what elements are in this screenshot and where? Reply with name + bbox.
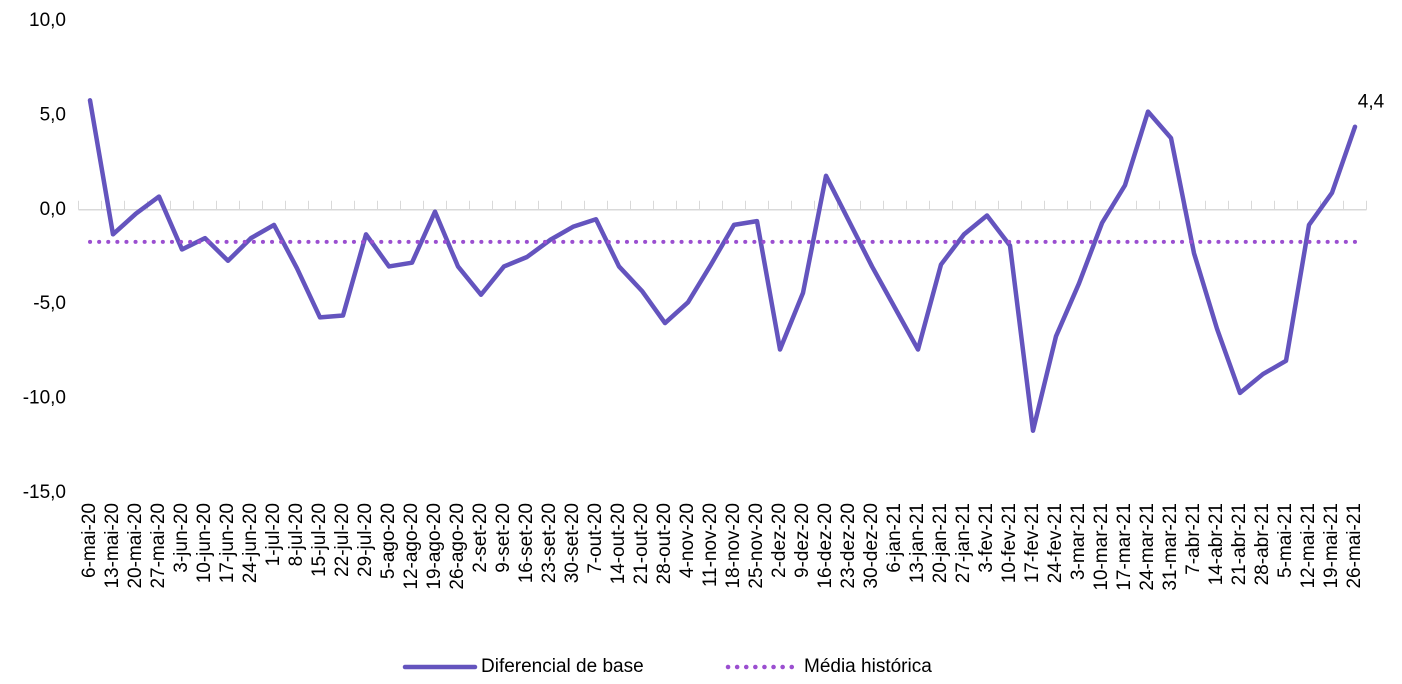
- x-tick-label: 10-fev-21: [999, 503, 1020, 583]
- x-tick-label: 29-jul-20: [355, 503, 376, 577]
- x-tick-label: 7-out-20: [585, 503, 606, 574]
- x-tick-label: 1-jul-20: [263, 503, 284, 566]
- x-tick-label: 21-out-20: [631, 503, 652, 584]
- x-tick-label: 26-ago-20: [447, 503, 468, 590]
- x-tick-label: 24-mar-21: [1137, 503, 1158, 591]
- x-tick-label: 13-jan-21: [907, 503, 928, 583]
- x-tick-label: 2-set-20: [470, 503, 491, 573]
- x-tick-label: 16-dez-20: [815, 503, 836, 589]
- x-tick-label: 24-fev-21: [1045, 503, 1066, 583]
- x-tick-label: 21-abr-21: [1229, 503, 1250, 585]
- x-tick-label: 10-jun-20: [194, 503, 215, 583]
- x-tick-label: 20-mai-20: [125, 503, 146, 589]
- x-tick-label: 26-mai-21: [1344, 503, 1365, 589]
- x-tick-label: 25-nov-20: [746, 503, 767, 589]
- x-tick-label: 19-mai-21: [1321, 503, 1342, 589]
- x-tick-label: 11-nov-20: [700, 503, 721, 587]
- x-tick-label: 5-mai-21: [1275, 503, 1296, 578]
- x-tick-label: 16-set-20: [516, 503, 537, 583]
- x-tick-label: 24-jun-20: [240, 503, 261, 583]
- y-tick-label: -15,0: [23, 482, 66, 503]
- data-line: [87, 98, 1358, 433]
- x-tick-label: 17-jun-20: [217, 503, 238, 583]
- x-tick-label: 20-jan-21: [930, 503, 951, 583]
- x-tick-label: 12-ago-20: [401, 503, 422, 590]
- x-tick-label: 17-fev-21: [1022, 503, 1043, 583]
- x-tick-label: 8-jul-20: [286, 503, 307, 566]
- legend-label: Diferencial de base: [481, 656, 644, 677]
- x-tick-label: 4-nov-20: [677, 503, 698, 578]
- y-tick-label: -10,0: [23, 388, 66, 409]
- x-tick-label: 27-mai-20: [148, 503, 169, 589]
- y-tick-label: -5,0: [33, 293, 66, 314]
- x-tick-label: 30-dez-20: [861, 503, 882, 589]
- x-tick-label: 18-nov-20: [723, 503, 744, 589]
- x-tick-label: 23-dez-20: [838, 503, 859, 589]
- y-tick-label: 10,0: [29, 10, 66, 31]
- x-tick-label: 9-dez-20: [792, 503, 813, 578]
- y-tick-label: 5,0: [40, 104, 66, 125]
- y-tick-label: 0,0: [40, 199, 66, 220]
- x-tick-label: 6-jan-21: [884, 503, 905, 573]
- x-tick-label: 28-abr-21: [1252, 503, 1273, 585]
- x-tick-label: 3-jun-20: [171, 503, 192, 573]
- x-tick-label: 14-abr-21: [1206, 503, 1227, 585]
- x-tick-label: 14-out-20: [608, 503, 629, 584]
- legend-label: Média histórica: [804, 656, 932, 677]
- x-tick-label: 3-mar-21: [1068, 503, 1089, 580]
- x-tick-label: 30-set-20: [562, 503, 583, 583]
- x-tick-label: 3-fev-21: [976, 503, 997, 573]
- x-tick-label: 27-jan-21: [953, 503, 974, 583]
- x-tick-label: 13-mai-20: [102, 503, 123, 589]
- x-tick-label: 7-abr-21: [1183, 503, 1204, 575]
- x-tick-label: 9-set-20: [493, 503, 514, 573]
- data-label: 4,4: [1358, 92, 1385, 113]
- x-tick-label: 15-jul-20: [309, 503, 330, 577]
- x-tick-label: 10-mar-21: [1091, 503, 1112, 591]
- x-tick-label: 6-mai-20: [79, 503, 100, 578]
- x-tick-label: 23-set-20: [539, 503, 560, 583]
- x-tick-label: 31-mar-21: [1160, 503, 1181, 591]
- x-tick-label: 17-mar-21: [1114, 503, 1135, 591]
- x-tick-label: 2-dez-20: [769, 503, 790, 578]
- x-tick-label: 28-out-20: [654, 503, 675, 584]
- x-tick-label: 19-ago-20: [424, 503, 445, 590]
- x-tick-label: 22-jul-20: [332, 503, 353, 577]
- x-tick-label: 5-ago-20: [378, 503, 399, 579]
- x-tick-label: 12-mai-21: [1298, 503, 1319, 589]
